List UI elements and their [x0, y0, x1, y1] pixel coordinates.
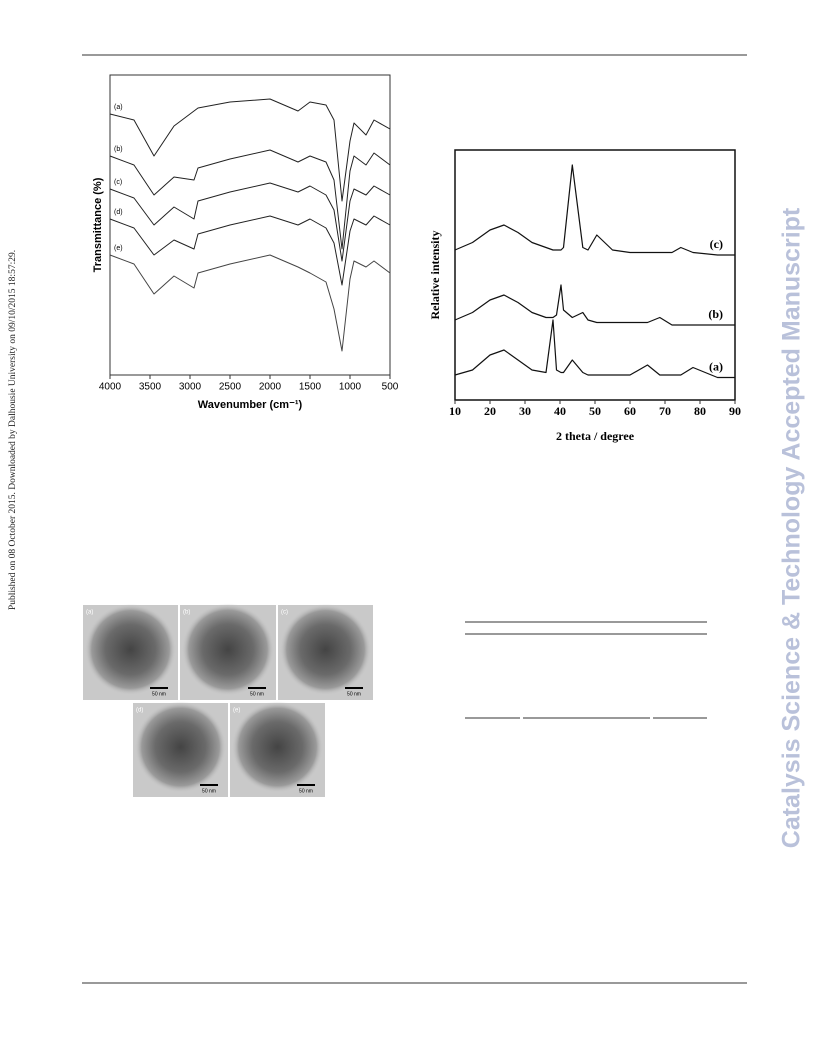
- scale-label: 50 nm: [299, 788, 313, 794]
- series-label: (b): [708, 307, 723, 321]
- tem-label: (d): [136, 708, 143, 714]
- tem-label: (c): [281, 610, 288, 616]
- tem-particle: [231, 701, 324, 793]
- x-tick-label: 10: [449, 404, 461, 418]
- x-axis-label: 2 theta / degree: [556, 429, 635, 443]
- x-tick-label: 2500: [219, 382, 242, 393]
- spectrum-line: [109, 149, 391, 250]
- x-tick-label: 90: [729, 404, 741, 418]
- y-axis-label: Relative intensity: [428, 231, 442, 320]
- spectrum-line: [454, 164, 735, 256]
- series-label: (c): [114, 179, 122, 186]
- spectrum-line: [454, 319, 735, 379]
- ftir-frame: [109, 74, 391, 376]
- x-tick-label: 1500: [299, 382, 322, 393]
- x-tick-label: 30: [519, 404, 531, 418]
- series-label: (d): [114, 209, 123, 216]
- tem-label: (b): [183, 610, 190, 616]
- table-rules: [465, 621, 707, 719]
- tem-particle: [279, 603, 372, 696]
- series-label: (e): [114, 245, 123, 252]
- tem-figure: (a) 50 nm (b) 50 nm (c) 50 nm (d) 50 nm (e) 50 nm: [83, 603, 373, 797]
- series-label: (c): [710, 237, 723, 251]
- tem-particle: [84, 603, 177, 696]
- x-tick-label: 50: [589, 404, 601, 418]
- xrd-frame: [454, 149, 736, 401]
- x-tick-label: 60: [624, 404, 636, 418]
- tem-particle: [181, 603, 275, 696]
- y-axis-label: Transmittance (%): [92, 177, 104, 272]
- spectrum-line: [109, 254, 391, 352]
- x-tick-label: 500: [382, 382, 399, 393]
- series-label: (a): [709, 359, 723, 373]
- watermark: Catalysis Science & Technology Accepted …: [778, 207, 806, 848]
- x-tick-label: 40: [554, 404, 566, 418]
- spectrum-line: [454, 284, 735, 326]
- x-tick-label: 1000: [339, 382, 362, 393]
- series-label: (b): [114, 146, 123, 153]
- series-label: (a): [114, 104, 123, 111]
- spectrum-line: [109, 182, 391, 262]
- tem-label: (a): [86, 610, 93, 616]
- scale-label: 50 nm: [250, 691, 264, 697]
- scale-label: 50 nm: [347, 691, 361, 697]
- x-tick-label: 20: [484, 404, 496, 418]
- x-tick-label: 3500: [139, 382, 162, 393]
- scale-label: 50 nm: [152, 691, 166, 697]
- x-tick-label: 2000: [259, 382, 282, 393]
- scale-label: 50 nm: [202, 788, 216, 794]
- x-tick-label: 80: [694, 404, 706, 418]
- x-axis-label: Wavenumber (cm⁻¹): [198, 399, 303, 411]
- x-tick-label: 4000: [99, 382, 122, 393]
- spectrum-line: [109, 98, 391, 202]
- x-tick-label: 3000: [179, 382, 202, 393]
- tem-label: (e): [233, 708, 240, 714]
- side-note: Published on 08 October 2015. Downloaded…: [8, 250, 18, 610]
- spectrum-line: [109, 215, 391, 286]
- x-tick-label: 70: [659, 404, 671, 418]
- tem-particle: [134, 701, 227, 793]
